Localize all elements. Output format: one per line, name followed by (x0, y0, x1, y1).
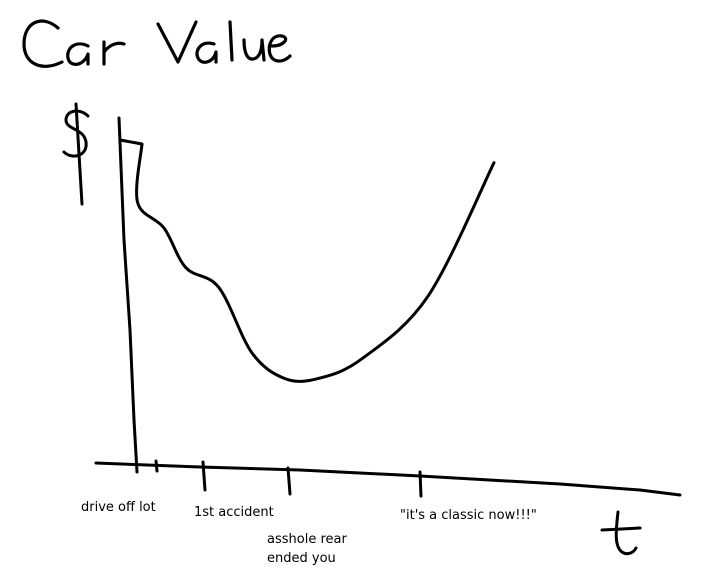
tick-mark (418, 470, 423, 498)
tick-label-drive-off-lot: drive off lot (81, 500, 156, 515)
y-axis (117, 116, 139, 474)
chart-title (22, 19, 292, 68)
tick-mark (154, 459, 159, 473)
y-axis-label (62, 102, 90, 206)
tick-label-rear-ended: asshole rear ended you (267, 532, 347, 566)
tick-mark (286, 466, 292, 496)
tick-label-classic: "it's a classic now!!!" (400, 508, 537, 523)
tick-mark (201, 460, 207, 492)
tick-label-1st-accident: 1st accident (194, 505, 274, 520)
car-value-line (118, 138, 496, 383)
x-axis-label (600, 510, 642, 556)
x-axis (94, 461, 682, 497)
x-axis-ticks (154, 459, 423, 498)
